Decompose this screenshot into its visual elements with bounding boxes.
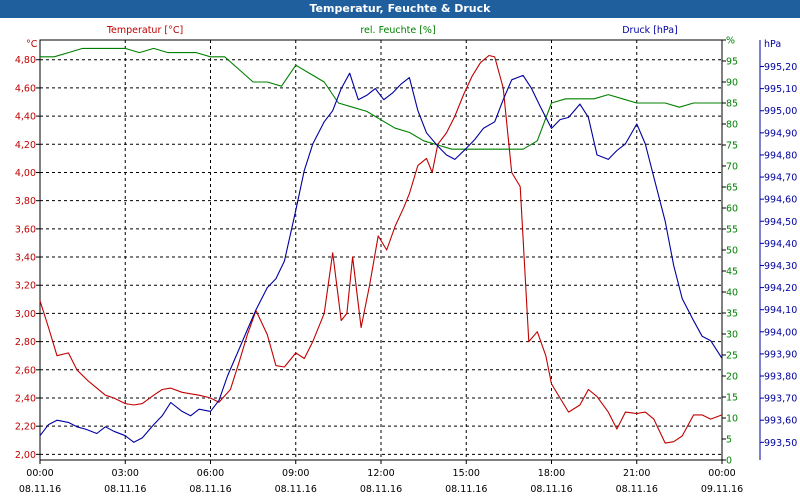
temperature-tick-label: 2,00 bbox=[15, 450, 36, 461]
pressure-tick-label: 994,00 bbox=[764, 327, 797, 338]
time-tick-label: 12:00 bbox=[367, 468, 394, 479]
humidity-tick-label: 50 bbox=[726, 246, 738, 257]
temperature-tick-label: 4,20 bbox=[15, 140, 36, 151]
pressure-tick-label: 994,10 bbox=[764, 305, 797, 316]
temperature-tick-label: 2,40 bbox=[15, 393, 36, 404]
time-tick-label: 00:00 bbox=[26, 468, 53, 479]
pressure-tick-label: 994,40 bbox=[764, 239, 797, 250]
humidity-tick-label: 10 bbox=[726, 414, 738, 425]
chart-title: Temperatur, Feuchte & Druck bbox=[0, 0, 800, 18]
temperature-tick-label: 3,00 bbox=[15, 309, 36, 320]
pressure-tick-label: 993,70 bbox=[764, 394, 797, 405]
pressure-axis: 993,50 993,60 993,70 993,80 993,90 994,00 994,… bbox=[759, 39, 797, 460]
pressure-tick-label: 994,60 bbox=[764, 195, 797, 206]
time-tick-label: 03:00 bbox=[112, 468, 139, 479]
humidity-tick-label: 80 bbox=[726, 120, 738, 131]
date-tick-label: 08.11.16 bbox=[19, 484, 61, 495]
humidity-tick-label: 85 bbox=[726, 99, 738, 110]
time-tick-label: 18:00 bbox=[538, 468, 565, 479]
chart-canvas: 2,00 2,20 2,40 2,60 2,80 3,00 3,20 3,40 3,60 3,80… bbox=[15, 25, 797, 495]
humidity-tick-label: 35 bbox=[726, 309, 738, 320]
humidity-axis-title: rel. Feuchte [%] bbox=[360, 25, 435, 36]
humidity-tick-label: 20 bbox=[726, 372, 738, 383]
humidity-tick-label: % bbox=[726, 36, 735, 47]
pressure-tick-label: 993,50 bbox=[764, 438, 797, 449]
pressure-series-line bbox=[39, 72, 723, 443]
temperature-tick-label: 3,80 bbox=[15, 196, 36, 207]
pressure-tick-label: 995,00 bbox=[764, 106, 797, 117]
humidity-tick-label: 70 bbox=[726, 162, 738, 173]
temperature-tick-label: 4,40 bbox=[15, 112, 36, 123]
pressure-tick-label: 993,60 bbox=[764, 416, 797, 427]
temperature-series-line bbox=[39, 54, 723, 444]
temperature-unit-label: °C bbox=[26, 39, 38, 50]
temperature-tick-label: 3,40 bbox=[15, 253, 36, 264]
humidity-tick-label: 25 bbox=[726, 351, 738, 362]
time-tick-label: 21:00 bbox=[623, 468, 650, 479]
humidity-series-line bbox=[40, 47, 722, 150]
temperature-tick-label: 3,20 bbox=[15, 281, 36, 292]
date-tick-label: 09.11.16 bbox=[701, 484, 743, 495]
date-tick-label: 08.11.16 bbox=[616, 484, 658, 495]
date-tick-label: 08.11.16 bbox=[530, 484, 572, 495]
date-tick-label: 08.11.16 bbox=[275, 484, 317, 495]
pressure-tick-label: 995,10 bbox=[764, 84, 797, 95]
temperature-tick-label: 2,20 bbox=[15, 422, 36, 433]
humidity-tick-label: 5 bbox=[726, 435, 732, 446]
humidity-tick-label: 65 bbox=[726, 183, 738, 194]
humidity-tick-label: 75 bbox=[726, 141, 738, 152]
pressure-axis-title: Druck [hPa] bbox=[622, 25, 678, 36]
pressure-tick-label: 994,30 bbox=[764, 261, 797, 272]
temperature-axis-title: Temperatur [°C] bbox=[106, 25, 183, 36]
time-axis: 00:00 08.11.16 03:00 08.11.16 06:00 08.11.16 0… bbox=[19, 460, 743, 495]
pressure-tick-label: 994,80 bbox=[764, 150, 797, 161]
pressure-tick-label: 994,70 bbox=[764, 173, 797, 184]
time-tick-label: 15:00 bbox=[453, 468, 480, 479]
pressure-tick-label: 995,20 bbox=[764, 62, 797, 73]
time-tick-label: 06:00 bbox=[197, 468, 224, 479]
pressure-tick-label: 994,50 bbox=[764, 217, 797, 228]
temperature-tick-label: 4,60 bbox=[15, 83, 36, 94]
date-tick-label: 08.11.16 bbox=[189, 484, 231, 495]
date-tick-label: 08.11.16 bbox=[445, 484, 487, 495]
time-tick-label: 09:00 bbox=[282, 468, 309, 479]
pressure-unit-label: hPa bbox=[764, 39, 781, 50]
temperature-tick-label: 2,60 bbox=[15, 365, 36, 376]
temperature-tick-label: 3,60 bbox=[15, 224, 36, 235]
humidity-tick-label: 90 bbox=[726, 78, 738, 89]
time-tick-label: 00:00 bbox=[708, 468, 735, 479]
pressure-tick-label: 994,90 bbox=[764, 128, 797, 139]
humidity-tick-label: 55 bbox=[726, 225, 738, 236]
humidity-tick-label: 15 bbox=[726, 393, 738, 404]
humidity-tick-label: 95 bbox=[726, 57, 738, 68]
date-tick-label: 08.11.16 bbox=[360, 484, 402, 495]
humidity-tick-label: 60 bbox=[726, 204, 738, 215]
temperature-tick-label: 4,80 bbox=[15, 55, 36, 66]
temperature-tick-label: 4,00 bbox=[15, 168, 36, 179]
humidity-tick-label: 40 bbox=[726, 288, 738, 299]
grid-lines bbox=[40, 40, 722, 460]
humidity-tick-label: 45 bbox=[726, 267, 738, 278]
axis-headers: Temperatur [°C] rel. Feuchte [%] Druck [hP… bbox=[106, 25, 678, 36]
temperature-tick-label: 2,80 bbox=[15, 337, 36, 348]
data-series bbox=[39, 47, 723, 444]
pressure-tick-label: 994,20 bbox=[764, 283, 797, 294]
pressure-tick-label: 993,90 bbox=[764, 349, 797, 360]
humidity-axis: 0 5 10 15 20 25 30 35 40 45 50 55 60 65 70 75 80 85 90 95% bbox=[722, 36, 738, 467]
pressure-tick-label: 993,80 bbox=[764, 372, 797, 383]
humidity-tick-label: 0 bbox=[726, 456, 732, 467]
humidity-tick-label: 30 bbox=[726, 330, 738, 341]
date-tick-label: 08.11.16 bbox=[104, 484, 146, 495]
temperature-axis: 2,00 2,20 2,40 2,60 2,80 3,00 3,20 3,40 3,60 3,80… bbox=[15, 39, 40, 461]
